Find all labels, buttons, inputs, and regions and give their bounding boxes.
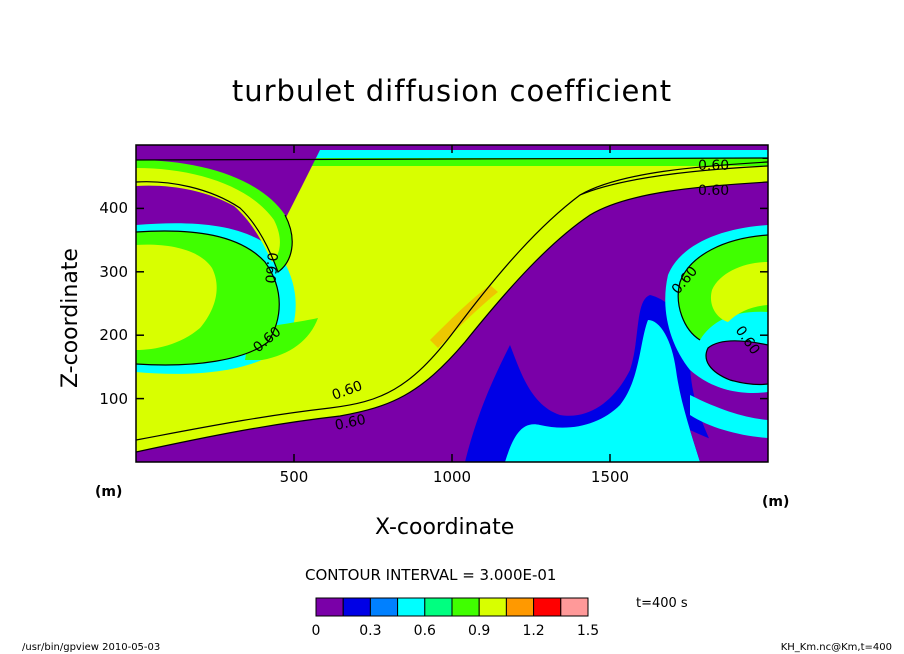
colorbar-label: 0.3	[359, 623, 382, 639]
contour-line-diag-lower	[136, 161, 768, 441]
contour-line-left-vortex	[136, 230, 280, 366]
vortex-right-lower-purple	[690, 430, 768, 462]
x-tick-label: 500	[279, 468, 309, 486]
colorbar-swatch	[397, 597, 426, 617]
colorbar-label: 0.6	[413, 623, 436, 639]
y-tick-label: 200	[99, 326, 128, 345]
colorbar-swatch	[424, 597, 453, 617]
contour-line-left-arm	[136, 181, 293, 273]
vortex-right-lower-arm	[690, 395, 768, 438]
contour-line-upper-2	[579, 165, 768, 196]
colorbar-swatch	[505, 597, 535, 617]
x-axis-title: X-coordinate	[375, 515, 515, 540]
vortex-left-yellow	[136, 244, 217, 350]
contour-line-right-vortex	[677, 234, 768, 341]
colorbar-label: 0.9	[468, 623, 491, 639]
field-layer	[136, 145, 768, 462]
x-tick-label: 1000	[432, 468, 472, 486]
y-tick-label: 300	[99, 262, 128, 281]
colorbar-swatch	[451, 597, 480, 617]
contour-label: 0.60	[698, 183, 729, 199]
contour-line-diag-upper	[136, 181, 768, 453]
footer-right: KH_Km.nc@Km,t=400	[780, 642, 892, 653]
time-label: t=400 s	[636, 596, 688, 611]
y-tick-label: 400	[99, 199, 128, 218]
contour-interval-label: CONTOUR INTERVAL = 3.000E-01	[305, 566, 557, 584]
colorbar-swatch	[342, 597, 371, 617]
contour-label: 0.60	[698, 158, 729, 174]
footer-left: /usr/bin/gpview 2010-05-03	[22, 642, 161, 653]
colorbar-label: 1.5	[576, 623, 600, 639]
vortex-left-arm-green-lower	[245, 318, 318, 360]
colorbar-swatch	[478, 597, 507, 617]
band-diagonal-1.2	[136, 166, 768, 452]
vortex-right-inner-purple	[706, 340, 768, 385]
colorbar-swatch	[369, 597, 399, 617]
colorbar	[315, 597, 589, 617]
contour-label: 0.60	[261, 252, 280, 284]
contour-line-right-inner	[705, 340, 768, 386]
vortex-right-yellow	[710, 262, 768, 322]
x-tick-label: 1500	[590, 468, 630, 486]
axis-ticks	[136, 145, 768, 462]
vortex-left-arm-green	[136, 160, 293, 272]
x-unit-label: (m)	[95, 484, 123, 500]
chart-title: turbulet diffusion coefficient	[231, 74, 673, 108]
y-tick-label: 100	[99, 389, 128, 408]
y-axis-title: Z-coordinate	[58, 248, 83, 388]
band-diagonal-core	[430, 285, 498, 348]
y-unit-label: (m)	[762, 494, 790, 510]
colorbar-swatch	[560, 597, 589, 617]
colorbar-swatch	[315, 597, 344, 617]
contour-label: 0.60	[334, 412, 368, 434]
colorbar-label: 0	[311, 623, 321, 639]
colorbar-swatch	[533, 597, 562, 617]
region-lower-cyan	[505, 320, 700, 462]
vortex-left-arm-yellow	[136, 168, 280, 262]
colorbar-label: 1.2	[522, 623, 545, 639]
